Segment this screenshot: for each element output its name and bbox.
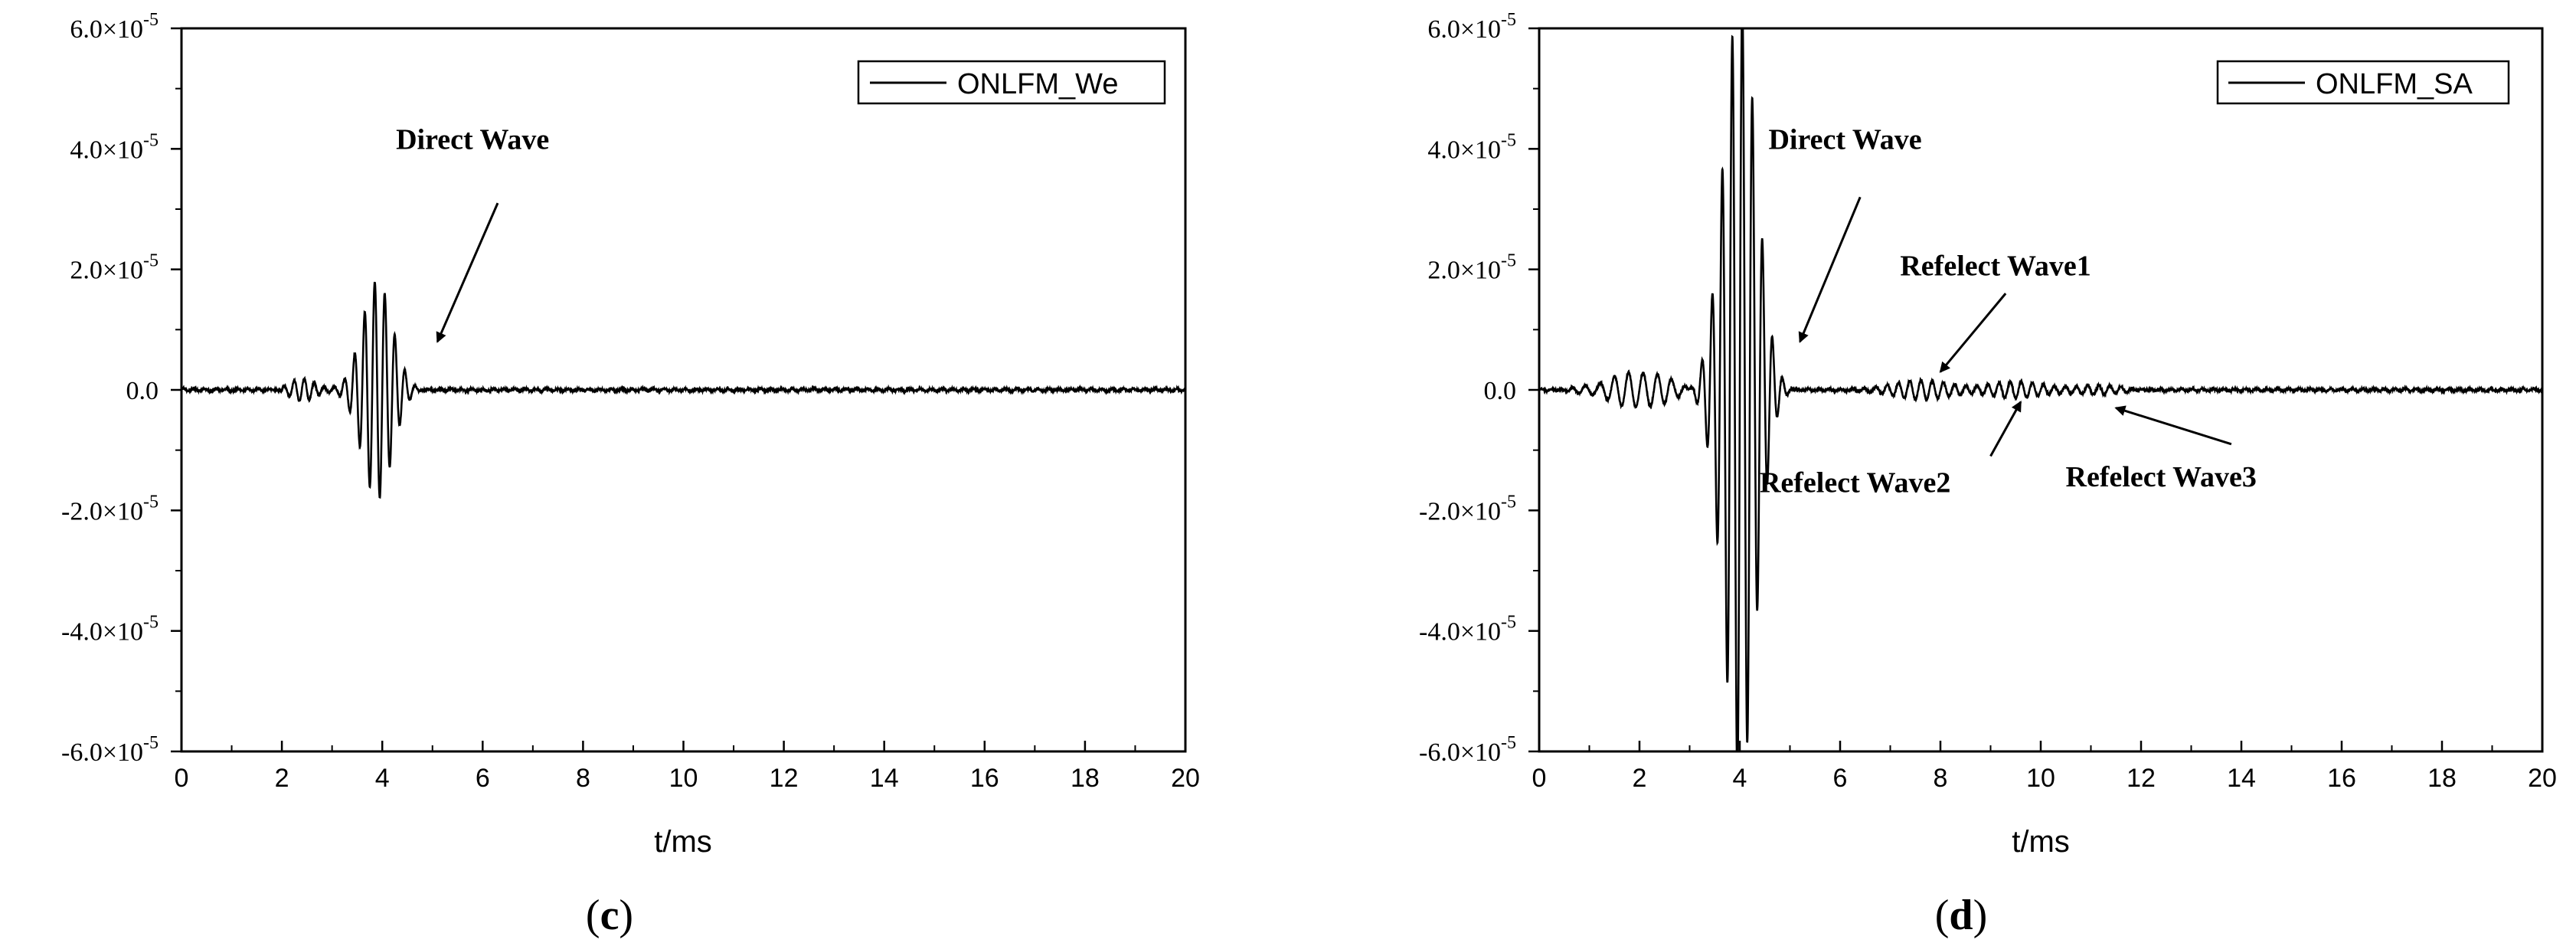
panel-d-annotation-arrow-4 xyxy=(2114,405,2232,446)
panel-d-y-tick-label: 4.0×10-5 xyxy=(1427,130,1516,164)
panel-c-x-axis-label: t/ms xyxy=(654,825,712,859)
panel-d-annotation-label-3: Refelect Wave2 xyxy=(1760,467,1950,499)
panel-c-x-tick-label: 2 xyxy=(275,764,289,793)
panel-c-x-tick-label: 16 xyxy=(970,764,999,793)
panel-d-x-tick-label: 16 xyxy=(2327,764,2356,793)
panel-d-x-axis-label: t/ms xyxy=(2012,825,2070,859)
panel-c-x-tick-label: 4 xyxy=(375,764,390,793)
panel-d-annotation-label-1: Direct Wave xyxy=(1768,123,1921,155)
panel-d-legend-label: ONLFM_SA xyxy=(2316,68,2473,100)
panel-c-letter: c xyxy=(600,892,619,939)
panel-d-x-tick-label: 6 xyxy=(1833,764,1848,793)
panel-c-label: (c) xyxy=(586,892,633,939)
panel-d-plot-area: 0 2 4 6 8 10 12 14 16 18 20 6.0×10-5 4.0×10-5 2.0×10-… xyxy=(1419,10,2557,793)
panel-c-plot-area: 0 2 4 6 8 10 12 14 16 18 20 6.0×10-5 4.0×10-5 2.0×10-… xyxy=(61,10,1200,793)
panel-c-x-tick-label: 12 xyxy=(770,764,799,793)
panel-d-x-tick-label: 8 xyxy=(1934,764,1948,793)
panel-c-y-tick-label: -4.0×10-5 xyxy=(61,613,159,646)
panel-d-y-tick-label: 2.0×10-5 xyxy=(1427,251,1516,285)
panel-d-annotation-arrow-1 xyxy=(1798,196,1862,343)
panel-c-y-tick-label: 2.0×10-5 xyxy=(70,251,159,285)
panel-d-y-tick-label: 0.0 xyxy=(1484,377,1517,405)
panel-d-y-tick-label: -6.0×10-5 xyxy=(1419,733,1516,767)
panel-d-x-tick-label: 12 xyxy=(2127,764,2156,793)
panel-d-annotation-arrow-2 xyxy=(1939,293,2007,373)
panel-c-series-line xyxy=(181,281,1185,499)
panel-d-x-tick-label: 14 xyxy=(2227,764,2256,793)
panel-c-annotation-label-1: Direct Wave xyxy=(396,123,549,155)
panel-d-x-tick-label: 20 xyxy=(2528,764,2557,793)
panel-c-y-tick-label: -2.0×10-5 xyxy=(61,492,159,525)
panel-d-y-tick-label: -4.0×10-5 xyxy=(1419,613,1516,646)
panel-c-y-tick-label: -6.0×10-5 xyxy=(61,733,159,767)
panel-c-y-tick-label: 6.0×10-5 xyxy=(70,10,159,44)
panel-c-x-tick-label: 14 xyxy=(870,764,899,793)
panel-c-legend-box xyxy=(857,60,1166,105)
panel-c-x-tick-label: 8 xyxy=(576,764,590,793)
panel-d-annotation-arrow-3 xyxy=(1989,400,2022,457)
panel-c-chart: 0 2 4 6 8 10 12 14 16 18 20 6.0×10-5 4.0×10-5 2.0×10-… xyxy=(61,10,1200,939)
panel-c-y-tick-label: 0.0 xyxy=(126,377,159,405)
panel-c-y-tick-label: 4.0×10-5 xyxy=(70,130,159,164)
panel-d-y-tick-label: -2.0×10-5 xyxy=(1419,492,1516,525)
panel-c-x-tick-label: 10 xyxy=(669,764,698,793)
panel-c-x-tick-label: 18 xyxy=(1071,764,1100,793)
panel-d-letter: d xyxy=(1949,892,1973,939)
panel-d-x-tick-label: 10 xyxy=(2026,764,2055,793)
panel-c-legend-label: ONLFM_We xyxy=(957,68,1118,100)
panel-d-annotation-label-2: Refelect Wave1 xyxy=(1900,250,2091,283)
panel-d-x-tick-label: 2 xyxy=(1633,764,1647,793)
panel-d-y-tick-label: 6.0×10-5 xyxy=(1427,10,1516,44)
panel-d-series-line xyxy=(1539,28,2542,751)
panel-c-x-tick-label: 0 xyxy=(175,764,189,793)
panel-d-x-tick-label: 0 xyxy=(1532,764,1547,793)
panel-d-annotation-label-4: Refelect Wave3 xyxy=(2066,461,2257,493)
panel-d-label: (d) xyxy=(1935,892,1987,939)
panel-c-annotation-arrow-1 xyxy=(436,202,499,343)
panel-d-chart: 0 2 4 6 8 10 12 14 16 18 20 6.0×10-5 4.0×10-5 2.0×10-… xyxy=(1419,10,2557,939)
panel-d-x-tick-label: 18 xyxy=(2427,764,2457,793)
panel-c-x-tick-label: 20 xyxy=(1171,764,1200,793)
panel-c-x-tick-label: 6 xyxy=(476,764,490,793)
panel-d-x-tick-label: 4 xyxy=(1733,764,1747,793)
